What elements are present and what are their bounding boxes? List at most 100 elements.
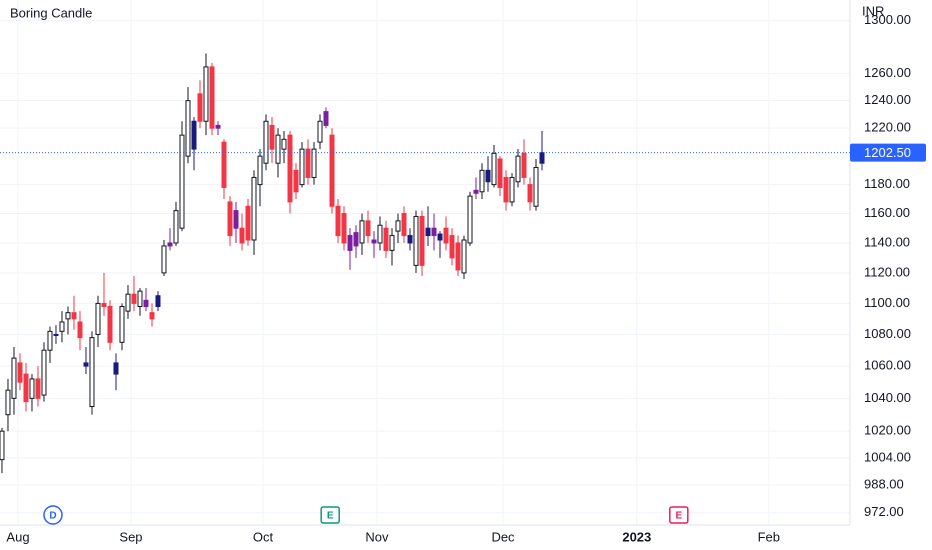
candle-body: [65, 312, 71, 320]
candle-body: [23, 373, 29, 403]
x-tick-label: 2023: [622, 529, 651, 544]
y-tick-label: 1160.00: [864, 205, 910, 220]
event-label: E: [675, 511, 682, 522]
candle-body: [89, 337, 95, 407]
candle-body: [29, 378, 35, 399]
candle-body: [485, 169, 491, 183]
x-tick-label: Aug: [6, 529, 29, 544]
event-marker: [320, 506, 340, 524]
candle-body: [335, 205, 341, 237]
candle-body: [83, 362, 89, 367]
y-tick-label: 1180.00: [864, 176, 910, 191]
candle-body: [281, 138, 287, 150]
candle-body: [359, 220, 365, 244]
candle-body: [311, 148, 317, 178]
y-tick-label: 1040.00: [864, 390, 911, 405]
candle-body: [251, 176, 257, 241]
candle-body: [341, 213, 347, 244]
candle-body: [161, 245, 167, 274]
candle-body: [305, 148, 311, 178]
last-price-label: 1202.50: [864, 145, 911, 160]
candle-body: [239, 227, 245, 244]
candle-body: [179, 134, 185, 229]
candle-body: [143, 299, 149, 307]
event-marker: [669, 506, 689, 524]
candle-body: [527, 184, 533, 203]
candle-body: [227, 201, 233, 237]
candle-body: [455, 242, 461, 271]
candle-body: [221, 141, 227, 188]
candle-body: [323, 111, 329, 126]
candle-body: [257, 155, 263, 186]
candle-body: [185, 100, 191, 157]
candle-body: [407, 235, 413, 244]
candle-body: [101, 302, 107, 307]
candle-body: [131, 293, 137, 304]
y-tick-label: 1260.00: [864, 65, 911, 80]
y-tick-label: 1220.00: [864, 120, 911, 135]
candle-body: [11, 357, 17, 399]
candle-body: [383, 227, 389, 251]
y-tick-label: 1060.00: [864, 358, 911, 373]
candle-body: [299, 148, 305, 186]
candle-body: [149, 312, 155, 320]
y-tick-label: 1080.00: [864, 326, 911, 341]
candle-body: [245, 205, 251, 241]
y-tick-label: 1020.00: [864, 423, 911, 438]
candle-body: [539, 152, 545, 164]
candle-body: [119, 305, 125, 343]
candle-body: [389, 235, 395, 251]
candle-body: [317, 120, 323, 143]
candle-body: [413, 215, 419, 266]
candle-body: [425, 227, 431, 237]
candle-body: [47, 330, 53, 351]
candle-body: [395, 220, 401, 232]
candle-body: [173, 210, 179, 244]
y-tick-label: 1300.00: [864, 12, 911, 27]
candle-body: [509, 176, 515, 203]
candle-body: [365, 220, 371, 237]
currency-label: INR: [862, 3, 884, 18]
candle-body: [437, 233, 443, 241]
candle-body: [521, 152, 527, 178]
candle-body: [77, 321, 83, 339]
candle-body: [353, 232, 359, 247]
candle-body: [293, 169, 299, 193]
y-tick-label: 1100.00: [864, 295, 910, 310]
candle-body: [59, 321, 65, 332]
event-marker: [43, 505, 63, 525]
candle-body: [491, 152, 497, 186]
chart-title: Boring Candle: [10, 5, 92, 20]
candle-body: [197, 93, 203, 122]
candle-body: [191, 120, 197, 150]
event-label: D: [49, 511, 56, 522]
candle-body: [203, 66, 209, 122]
candle-body: [347, 235, 353, 251]
y-tick-label: 972.00: [864, 504, 904, 519]
candle-body: [515, 155, 521, 183]
x-tick-label: Dec: [491, 529, 515, 544]
candle-body: [467, 195, 473, 244]
candle-body: [287, 134, 293, 203]
candle-body: [401, 213, 407, 237]
candle-body: [479, 169, 485, 193]
event-label: E: [327, 511, 334, 522]
candle-body: [419, 215, 425, 266]
candle-body: [275, 134, 281, 164]
candle-body: [329, 134, 335, 207]
candle-body: [533, 166, 539, 207]
candle-body: [209, 66, 215, 129]
candle-body: [113, 362, 119, 375]
candle-body: [5, 389, 11, 416]
candle-body: [431, 227, 437, 237]
candle-body: [263, 120, 269, 164]
candle-body: [125, 293, 131, 312]
y-tick-label: 1120.00: [864, 264, 910, 279]
y-tick-label: 1004.00: [864, 449, 911, 464]
candle-body: [461, 239, 467, 274]
candle-body: [137, 290, 143, 307]
last-price-box: [850, 143, 926, 162]
candle-body: [17, 362, 23, 383]
candle-body: [41, 349, 47, 396]
